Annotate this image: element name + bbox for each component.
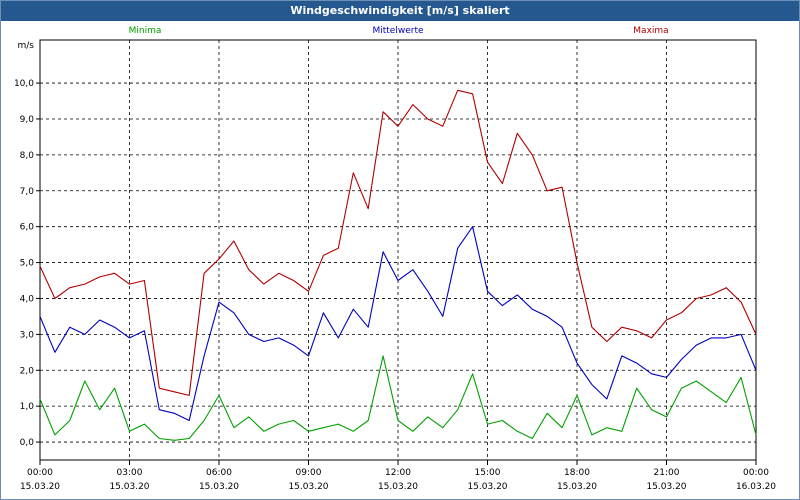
x-axis: 00:00 15.03.20 03:00 15.03.20 06:00 15.03.20 0… xyxy=(20,460,776,492)
x-tick-date: 15.03.20 xyxy=(467,482,507,492)
x-tick-time: 00:00 xyxy=(27,468,53,478)
x-tick-time: 03:00 xyxy=(117,468,143,478)
y-tick-label: 2,0 xyxy=(20,366,35,376)
x-tick-date: 16.03.20 xyxy=(736,482,776,492)
x-tick-time: 18:00 xyxy=(564,468,590,478)
x-tick-date: 15.03.20 xyxy=(557,482,597,492)
x-tick-date: 15.03.20 xyxy=(109,482,149,492)
y-tick-label: 1,0 xyxy=(20,402,35,412)
series-labels: Minima Mittelwerte Maxima xyxy=(129,26,669,36)
series-label-minima: Minima xyxy=(129,26,162,36)
x-tick-date: 15.03.20 xyxy=(20,482,60,492)
y-tick-label: 7,0 xyxy=(20,187,35,197)
grid-lines xyxy=(40,40,756,460)
y-tick-label: 6,0 xyxy=(20,223,35,233)
x-tick-time: 00:00 xyxy=(743,468,769,478)
y-tick-label: 8,0 xyxy=(20,151,35,161)
series-line-minima xyxy=(39,355,757,441)
wind-speed-chart: 0,0 1,0 2,0 3,0 4,0 5,0 6,0 7,0 8,0 9,0 10,0 m/s 00… xyxy=(14,26,776,492)
x-tick-time: 21:00 xyxy=(654,468,680,478)
x-tick-date: 15.03.20 xyxy=(378,482,418,492)
series-lines xyxy=(39,89,757,441)
x-tick-time: 15:00 xyxy=(475,468,501,478)
x-tick-time: 09:00 xyxy=(296,468,322,478)
x-tick-time: 06:00 xyxy=(206,468,232,478)
series-label-maxima: Maxima xyxy=(633,26,668,36)
series-line-mittelwerte xyxy=(39,226,757,422)
x-tick-date: 15.03.20 xyxy=(199,482,239,492)
y-tick-label: 0,0 xyxy=(20,438,35,448)
y-tick-label: 4,0 xyxy=(20,294,35,304)
series-label-mittelwerte: Mittelwerte xyxy=(372,26,423,36)
y-axis-label: m/s xyxy=(18,41,35,51)
y-axis: 0,0 1,0 2,0 3,0 4,0 5,0 6,0 7,0 8,0 9,0 10,0 m/s xyxy=(14,41,40,448)
y-tick-label: 5,0 xyxy=(20,259,35,269)
series-line-maxima xyxy=(39,89,757,396)
y-tick-label: 9,0 xyxy=(20,115,35,125)
x-tick-date: 15.03.20 xyxy=(646,482,686,492)
y-tick-label: 10,0 xyxy=(14,79,34,89)
window-title: Windgeschwindigkeit [m/s] skaliert xyxy=(1,1,799,21)
x-tick-date: 15.03.20 xyxy=(288,482,328,492)
y-tick-label: 3,0 xyxy=(20,330,35,340)
x-tick-time: 12:00 xyxy=(385,468,411,478)
